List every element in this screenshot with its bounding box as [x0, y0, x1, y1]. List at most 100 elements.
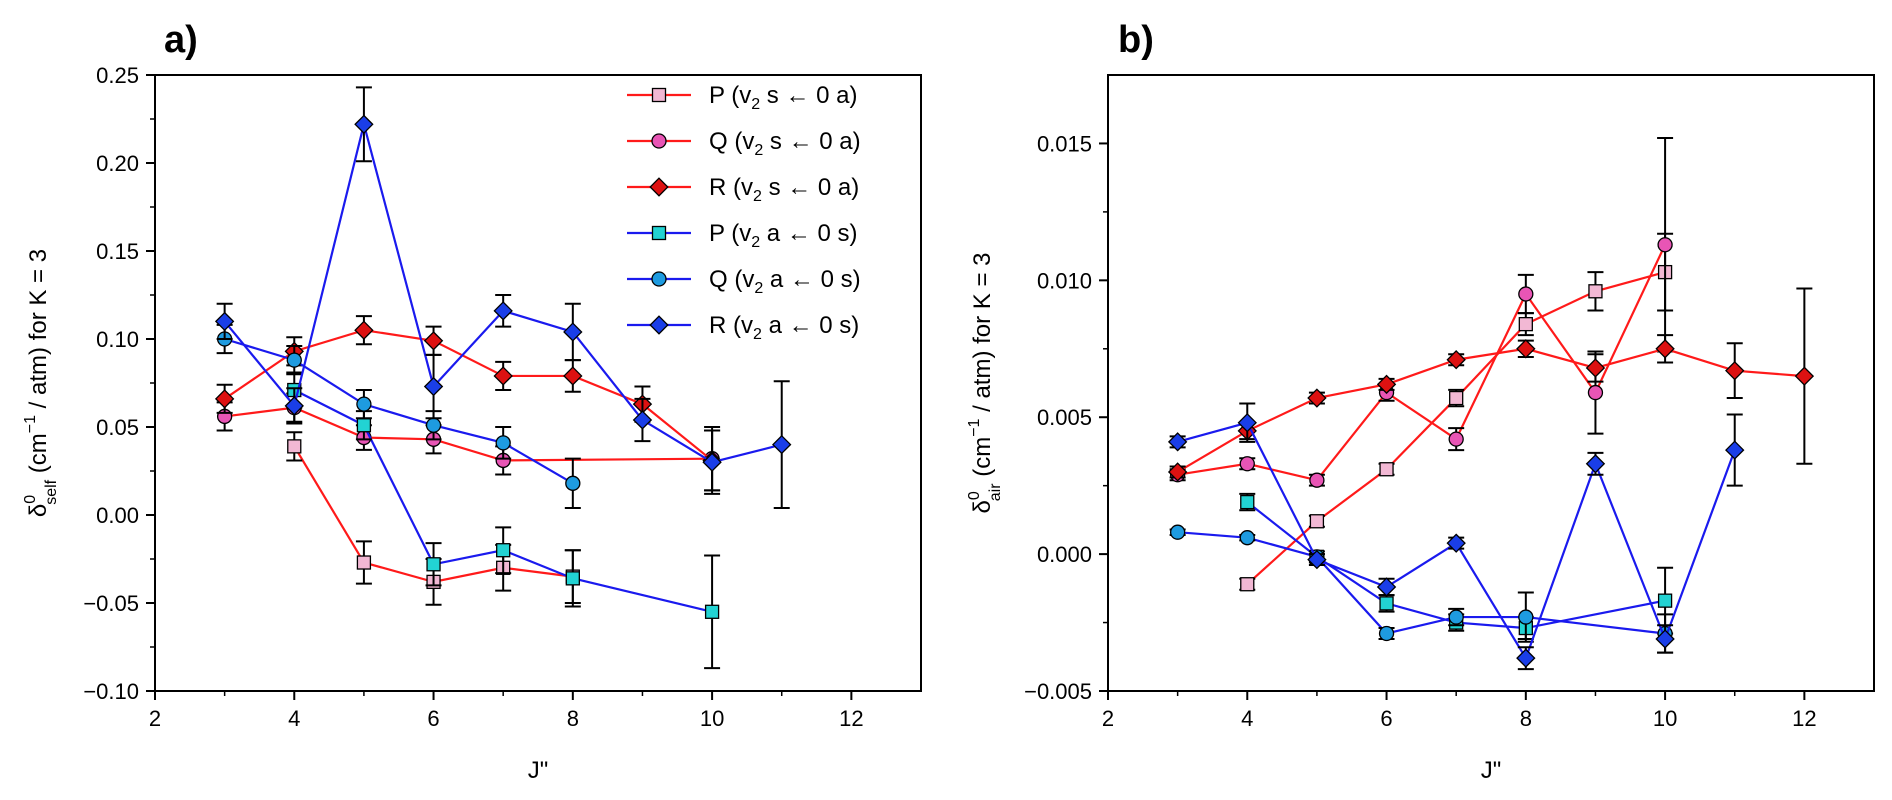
- data-point: [1240, 494, 1255, 510]
- panel-a-legend: P (v2 s ← 0 a) Q (v2 s ← 0 a) R (v2 s ← 0 …: [627, 82, 861, 343]
- panel-a-ylabel-rest2: / atm) for K = 3: [25, 249, 52, 415]
- data-point: [1794, 366, 1815, 386]
- data-point: [423, 331, 444, 351]
- series-line: [223, 123, 782, 464]
- x-tick-label: 2: [149, 706, 161, 731]
- data-point: [495, 435, 511, 451]
- legend-marker: [651, 225, 667, 241]
- data-point: [1379, 462, 1394, 477]
- legend-entry: R (v2 s ← 0 a): [627, 174, 859, 205]
- data-point: [423, 376, 444, 397]
- data-point: [356, 396, 372, 412]
- data-point: [704, 604, 720, 619]
- legend-entry: P (v2 a ← 0 s): [627, 220, 858, 251]
- panel-b-ticks: 2 4 6 8 10 12 −0.005 0.000 0.005 0.010 0.015: [1024, 131, 1817, 731]
- data-point: [1307, 388, 1327, 408]
- data-point: [1378, 625, 1395, 642]
- legend-marker: [651, 133, 667, 149]
- series: [216, 323, 581, 509]
- series: [1167, 287, 1815, 482]
- y-tick-label: 0.005: [1037, 405, 1092, 430]
- panel-b-ylabel-sub: air: [987, 483, 1004, 501]
- data-point: [565, 475, 581, 491]
- data-point: [1585, 454, 1606, 474]
- panel-a-frame: [154, 74, 922, 692]
- series-line: [224, 406, 713, 462]
- data-point: [1448, 609, 1464, 625]
- data-point: [425, 417, 442, 433]
- data-point: [1657, 593, 1673, 608]
- data-point: [1376, 577, 1397, 597]
- series-line: [1246, 501, 1666, 630]
- series-line: [224, 337, 574, 485]
- y-tick-label: 0.000: [1037, 542, 1092, 567]
- x-tick-label: 12: [839, 706, 863, 731]
- panel-b-label: b): [1118, 19, 1154, 61]
- data-point: [356, 555, 372, 570]
- data-point: [565, 571, 580, 586]
- panel-a-ylabel-exp: −1: [22, 415, 39, 433]
- panel-a-ylabel-sub: self: [43, 479, 60, 504]
- y-tick-label: 0.25: [96, 63, 139, 88]
- legend-label: R (v2 a ← 0 s): [709, 312, 859, 343]
- legend-label: P (v2 a ← 0 s): [709, 220, 858, 251]
- data-point: [354, 114, 374, 134]
- x-tick-label: 10: [700, 706, 724, 731]
- data-point: [1516, 339, 1536, 359]
- legend-label: R (v2 s ← 0 a): [709, 174, 859, 205]
- series-line: [1177, 244, 1667, 482]
- y-tick-label: −0.005: [1024, 679, 1092, 704]
- legend-marker: [651, 87, 667, 103]
- panel-b-frame: [1107, 74, 1875, 692]
- data-point: [284, 396, 304, 416]
- data-point: [1449, 390, 1464, 406]
- panel-b-ylabel-main: δ: [969, 500, 996, 513]
- data-point: [632, 410, 653, 430]
- data-point: [1309, 472, 1325, 488]
- x-tick-label: 8: [1520, 706, 1532, 731]
- panel-a-ticks: 2 4 6 8 10 12 −0.10 −0.05 0.00 0.05 0.10 0.15 0.20 0.…: [83, 63, 863, 731]
- y-tick-label: −0.05: [83, 591, 139, 616]
- data-point: [1585, 358, 1606, 378]
- series: [1239, 232, 1674, 592]
- legend-marker: [651, 271, 667, 287]
- series: [286, 371, 721, 670]
- data-point: [1446, 533, 1466, 553]
- data-point: [1518, 316, 1533, 332]
- legend-entry: Q (v2 s ← 0 a): [627, 128, 861, 159]
- panel-a-ylabel-rest1: (cm: [25, 433, 52, 480]
- x-tick-label: 4: [1241, 706, 1253, 731]
- data-point: [1239, 530, 1255, 546]
- data-point: [1725, 360, 1745, 381]
- data-point: [496, 543, 511, 558]
- panel-a-ylabel-sup: 0: [22, 495, 39, 504]
- data-point: [1167, 462, 1188, 482]
- data-point: [1588, 284, 1603, 299]
- x-tick-label: 4: [288, 706, 300, 731]
- series-line: [224, 329, 713, 462]
- data-point: [426, 557, 441, 572]
- panel-a-plot: [214, 86, 792, 670]
- y-tick-label: 0.00: [96, 503, 139, 528]
- panel-b-plot: [1167, 136, 1815, 671]
- data-point: [214, 389, 235, 409]
- panel-a: a) 2 4 6 8 10 12 −0.10 −0.05 0.00 0.05 0.10 0.15 0.2…: [22, 19, 922, 784]
- x-tick-label: 12: [1792, 706, 1816, 731]
- data-point: [1237, 413, 1257, 433]
- data-point: [1169, 524, 1186, 540]
- data-point: [702, 452, 722, 472]
- y-tick-label: 0.05: [96, 415, 139, 440]
- y-tick-label: 0.015: [1037, 131, 1092, 156]
- x-tick-label: 10: [1653, 706, 1677, 731]
- data-point: [493, 366, 513, 386]
- x-tick-label: 8: [567, 706, 579, 731]
- data-point: [1379, 596, 1394, 611]
- data-point: [1725, 440, 1745, 460]
- panel-b-ylabel-rest2: / atm) for K = 3: [969, 252, 996, 418]
- data-point: [1655, 629, 1675, 649]
- series: [214, 86, 792, 509]
- data-point: [1446, 350, 1466, 370]
- panel-a-label: a): [164, 19, 198, 61]
- data-point: [1516, 648, 1536, 668]
